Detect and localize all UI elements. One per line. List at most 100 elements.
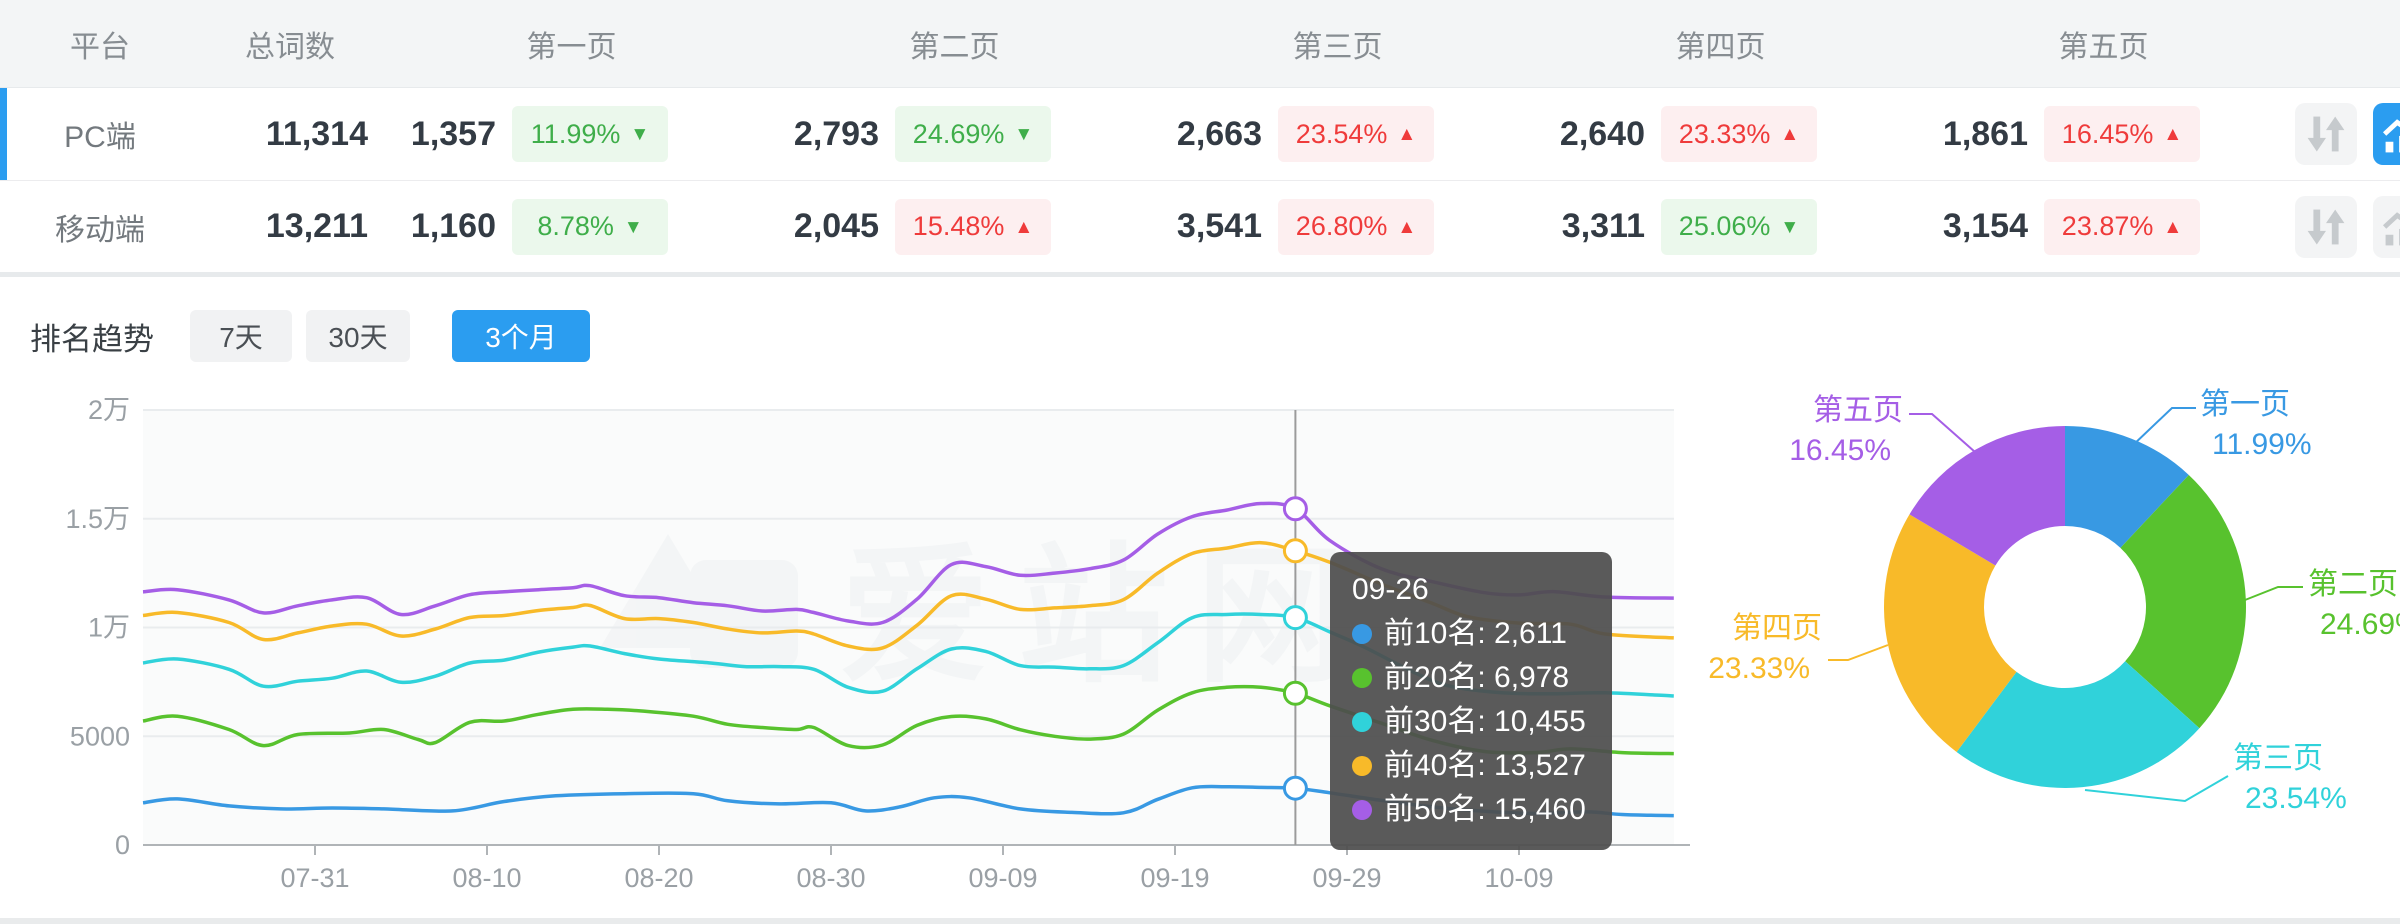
y-axis-tick-label: 1.5万	[65, 504, 130, 534]
series-dot-icon	[1352, 712, 1372, 732]
x-axis-tick-label: 09-19	[1140, 863, 1209, 893]
series-marker-前50名	[1282, 496, 1308, 522]
trend-header: 排名趋势 7天 30天 3个月	[0, 296, 2400, 376]
x-axis-tick-label: 08-30	[796, 863, 865, 893]
page3-cell: 2,663 23.54% ▲	[1146, 106, 1529, 162]
chart-tooltip: 09-26 前10名: 2,611 前20名: 6,978 前30名: 10,455…	[1330, 552, 1612, 850]
series-marker-前10名	[1282, 775, 1308, 801]
page-distribution-donut-chart[interactable]: 第一页 11.99% 第二页 24.69% 第三页 23.54% 第四页 23.33% 第五页 1…	[1700, 340, 2400, 900]
donut-label-line-第五页	[1909, 413, 1976, 453]
page3-cell: 3,541 26.80% ▲	[1146, 198, 1529, 255]
col-header-page4: 第四页	[1675, 30, 1766, 64]
donut-slice-第二页[interactable]	[2120, 474, 2246, 729]
donut-label-line-第二页	[2244, 586, 2303, 601]
trend-chart-icon[interactable]	[2373, 195, 2400, 258]
page4-cell: 2,640 23.33% ▲	[1529, 106, 1912, 162]
table-row-mobile[interactable]: 移动端 13,211 1,160 8.78% ▼ 2,045 15.48% ▲ 3,…	[0, 180, 2400, 272]
page2-count: 2,045	[793, 207, 879, 245]
row-actions	[2295, 103, 2400, 165]
page1-cell: 1,357 11.99% ▼	[380, 106, 763, 162]
donut-label-pct: 16.45%	[1789, 434, 1891, 467]
page5-cell: 1,861 16.45% ▲	[1912, 106, 2295, 162]
table-header: 平台 总词数 第一页 第二页 第三页 第四页 第五页	[0, 0, 2400, 88]
section-divider	[0, 272, 2400, 277]
page1-count: 1,357	[410, 114, 496, 153]
donut-label-name: 第五页	[1813, 394, 1903, 427]
range-button-30d[interactable]: 30天	[306, 310, 410, 362]
page5-cell: 3,154 23.87% ▲	[1912, 198, 2295, 255]
platform-label: 移动端	[55, 213, 145, 247]
donut-label-pct: 24.69%	[2320, 608, 2400, 641]
page1-count: 1,160	[410, 207, 496, 245]
y-axis-tick-label: 2万	[88, 395, 130, 425]
col-header-page5: 第五页	[2058, 30, 2149, 64]
page4-count: 3,311	[1561, 207, 1645, 245]
series-line-前50名	[142, 501, 1674, 626]
donut-label-line-第三页	[2084, 775, 2229, 803]
page2-count: 2,793	[793, 114, 879, 153]
aizhan-watermark-icon: 爱站网	[600, 532, 1346, 700]
page5-pct-badge: 16.45% ▲	[2044, 106, 2200, 162]
donut-slice-第一页[interactable]	[2065, 426, 2189, 548]
page4-count: 2,640	[1559, 114, 1645, 153]
series-marker-前40名	[1282, 538, 1308, 564]
donut-label-name: 第四页	[1732, 612, 1822, 645]
table-row-pc[interactable]: PC端 11,314 1,357 11.99% ▼ 2,793 24.69% ▼ 2…	[0, 88, 2400, 180]
sort-arrows-icon[interactable]	[2295, 103, 2357, 165]
page2-pct-badge: 15.48% ▲	[895, 198, 1051, 255]
series-line-前40名	[142, 540, 1674, 652]
x-axis-tick-label: 10-09	[1484, 863, 1553, 893]
x-axis-tick-label: 08-10	[452, 863, 521, 893]
page2-cell: 2,045 15.48% ▲	[763, 198, 1146, 255]
sort-arrows-icon[interactable]	[2295, 195, 2357, 258]
series-dot-icon	[1352, 800, 1372, 820]
donut-label-pct: 11.99%	[2212, 428, 2312, 461]
tooltip-item: 前30名: 10,455	[1352, 700, 1586, 744]
page5-count: 1,861	[1942, 114, 2028, 153]
donut-slice-第三页[interactable]	[1956, 661, 2200, 788]
x-axis-tick-label: 09-29	[1312, 863, 1381, 893]
donut-label-line-第一页	[2130, 407, 2196, 448]
donut-label-name: 第一页	[2200, 388, 2290, 421]
page3-count: 3,541	[1176, 207, 1262, 245]
page3-count: 2,663	[1176, 114, 1262, 153]
page1-pct-badge: 11.99% ▼	[512, 106, 668, 162]
donut-label-name: 第二页	[2308, 568, 2398, 601]
page5-count: 3,154	[1942, 207, 2028, 245]
y-axis-tick-label: 5000	[70, 721, 130, 751]
series-dot-icon	[1352, 624, 1372, 644]
range-button-7d[interactable]: 7天	[190, 310, 292, 362]
y-axis-tick-label: 0	[115, 830, 130, 860]
row-actions	[2295, 195, 2400, 258]
series-dot-icon	[1352, 668, 1372, 688]
tooltip-item: 前50名: 15,460	[1352, 788, 1586, 832]
series-marker-前30名	[1282, 605, 1308, 631]
tooltip-item: 前10名: 2,611	[1352, 612, 1586, 656]
col-header-platform: 平台	[70, 30, 130, 64]
page1-cell: 1,160 8.78% ▼	[380, 198, 763, 255]
col-header-page1: 第一页	[526, 30, 617, 64]
donut-slice-第五页[interactable]	[1909, 426, 2065, 566]
col-header-page2: 第二页	[909, 30, 1000, 64]
page4-cell: 3,311 25.06% ▼	[1529, 198, 1912, 255]
series-marker-前20名	[1282, 680, 1308, 706]
donut-label-name: 第三页	[2233, 742, 2323, 775]
trend-title: 排名趋势	[30, 321, 154, 357]
donut-slice-第四页[interactable]	[1884, 514, 2017, 752]
page2-cell: 2,793 24.69% ▼	[763, 106, 1146, 162]
donut-label-pct: 23.33%	[1708, 652, 1810, 685]
x-axis-tick-label: 08-20	[624, 863, 693, 893]
tooltip-item: 前40名: 13,527	[1352, 744, 1586, 788]
range-button-3m[interactable]: 3个月	[452, 310, 590, 362]
tooltip-item: 前20名: 6,978	[1352, 656, 1586, 700]
tooltip-date: 09-26	[1352, 573, 1429, 606]
page3-pct-badge: 26.80% ▲	[1278, 198, 1434, 255]
col-header-total-words: 总词数	[245, 30, 335, 64]
y-axis-tick-label: 1万	[88, 613, 130, 643]
trend-chart-icon[interactable]	[2373, 103, 2400, 165]
col-header-page3: 第三页	[1292, 30, 1383, 64]
donut-label-line-第四页	[1828, 644, 1889, 661]
series-dot-icon	[1352, 756, 1372, 776]
x-axis-tick-label: 09-09	[968, 863, 1037, 893]
